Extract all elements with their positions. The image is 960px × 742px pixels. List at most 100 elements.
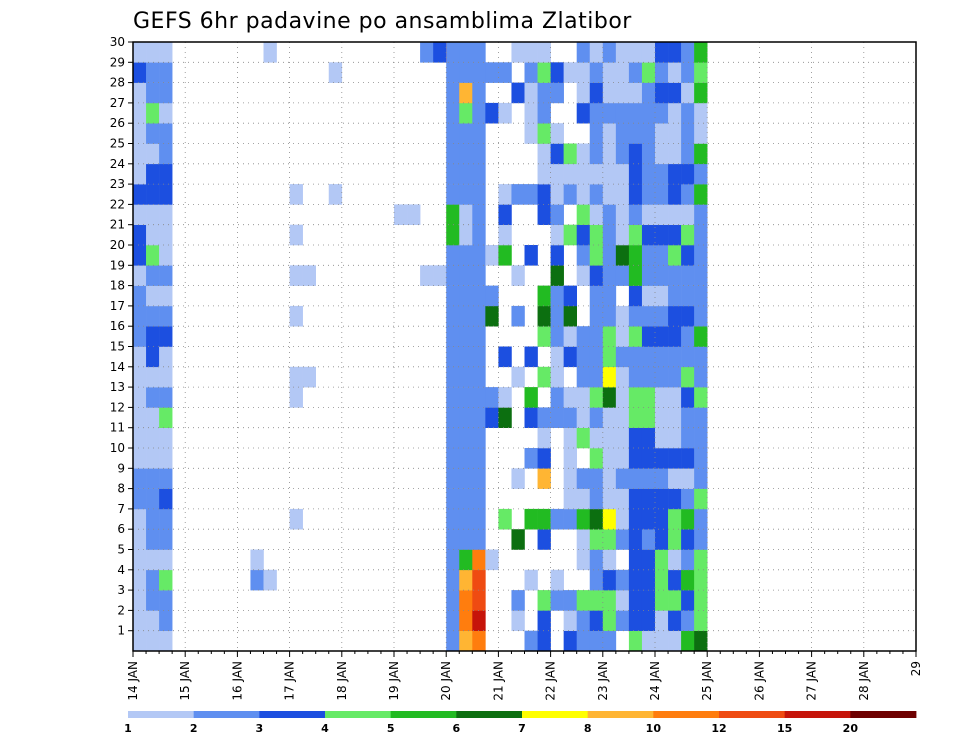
heatmap-cell xyxy=(563,610,577,631)
x-tick-label: 20 JAN xyxy=(439,661,453,701)
heatmap-cell xyxy=(681,204,695,225)
heatmap-cell xyxy=(550,305,564,327)
heatmap-cell xyxy=(133,488,147,510)
plot-frame xyxy=(132,41,917,652)
heatmap-cell xyxy=(681,62,695,83)
heatmap-cell xyxy=(524,346,538,368)
heatmap-cell xyxy=(615,529,630,550)
heatmap-cell xyxy=(641,590,656,611)
y-tick-label: 18 xyxy=(110,279,125,293)
heatmap-cell xyxy=(641,610,656,631)
heatmap-cell xyxy=(472,184,486,205)
heatmap-cell xyxy=(537,590,551,611)
heatmap-cell xyxy=(628,387,643,408)
heatmap-cell xyxy=(668,245,682,266)
heatmap-cell xyxy=(641,488,656,510)
heatmap-cell xyxy=(576,224,591,246)
heatmap-cell xyxy=(537,529,551,550)
heatmap-cell xyxy=(133,204,147,225)
heatmap-cell xyxy=(446,427,460,449)
heatmap-cell xyxy=(537,610,551,631)
heatmap-cell xyxy=(628,529,643,550)
heatmap-cell xyxy=(159,184,173,205)
heatmap-cell xyxy=(563,62,577,83)
heatmap-cell xyxy=(655,488,669,510)
heatmap-cell xyxy=(159,529,173,550)
heatmap-cell xyxy=(655,62,669,83)
colorbar-swatch xyxy=(784,711,851,718)
heatmap-cell xyxy=(472,123,486,144)
heatmap-cell xyxy=(459,590,473,611)
heatmap-cell xyxy=(563,346,577,368)
heatmap-cell xyxy=(446,265,460,286)
heatmap-cell xyxy=(133,590,147,611)
heatmap-cell xyxy=(641,407,656,428)
heatmap-cell xyxy=(615,265,630,286)
heatmap-cell xyxy=(446,42,460,63)
heatmap-cell xyxy=(159,42,173,63)
heatmap-cell xyxy=(615,610,630,631)
heatmap-cell xyxy=(485,102,499,124)
heatmap-cell xyxy=(655,143,669,165)
x-tick-label: 15 JAN xyxy=(178,661,192,701)
heatmap-cell xyxy=(589,549,604,571)
heatmap-cell xyxy=(602,468,617,489)
heatmap-cell xyxy=(694,590,708,611)
heatmap-cell xyxy=(641,82,656,104)
y-tick-label: 19 xyxy=(110,258,125,272)
heatmap-cell xyxy=(668,224,682,246)
heatmap-cell xyxy=(133,123,147,144)
heatmap-cell xyxy=(641,204,656,225)
heatmap-cell xyxy=(159,488,173,510)
heatmap-cell xyxy=(146,569,160,591)
heatmap-cell xyxy=(655,285,669,307)
heatmap-cell xyxy=(668,305,682,327)
heatmap-cell xyxy=(133,163,147,185)
heatmap-cell xyxy=(472,224,486,246)
heatmap-cell xyxy=(159,549,173,571)
heatmap-cell xyxy=(133,42,147,63)
heatmap-cell xyxy=(159,468,173,489)
heatmap-cell xyxy=(446,224,460,246)
heatmap-cell xyxy=(668,123,682,144)
heatmap-cell xyxy=(641,143,656,165)
heatmap-cell xyxy=(472,285,486,307)
heatmap-cell xyxy=(146,224,160,246)
heatmap-cell xyxy=(550,346,564,368)
heatmap-cell xyxy=(694,346,708,368)
heatmap-cell xyxy=(146,366,160,388)
heatmap-cell xyxy=(615,102,630,124)
heatmap-cell xyxy=(550,326,564,347)
heatmap-cell xyxy=(602,224,617,246)
heatmap-cell xyxy=(524,245,538,266)
heatmap-cell xyxy=(641,569,656,591)
heatmap-cell xyxy=(550,590,564,611)
heatmap-cell xyxy=(472,549,486,571)
heatmap-cell xyxy=(146,508,160,530)
heatmap-cell xyxy=(146,407,160,428)
heatmap-cell xyxy=(668,42,682,63)
y-tick-label: 20 xyxy=(110,238,125,252)
heatmap-cell xyxy=(694,305,708,327)
colorbar-label: 8 xyxy=(584,722,592,735)
heatmap-cell xyxy=(589,630,604,652)
heatmap-cell xyxy=(289,184,303,205)
heatmap-cell xyxy=(446,366,460,388)
heatmap-cell xyxy=(537,163,551,185)
heatmap-cell xyxy=(446,102,460,124)
heatmap-cell xyxy=(628,468,643,489)
heatmap-cell xyxy=(550,508,564,530)
heatmap-cell xyxy=(681,488,695,510)
heatmap-cell xyxy=(655,387,669,408)
heatmap-cell xyxy=(694,143,708,165)
grid-lines xyxy=(133,41,916,651)
heatmap-cell xyxy=(472,204,486,225)
heatmap-cell xyxy=(681,366,695,388)
heatmap-cell xyxy=(511,610,525,631)
colorbar-swatch xyxy=(850,711,917,718)
heatmap-cell xyxy=(641,346,656,368)
heatmap-cell xyxy=(550,407,564,428)
heatmap-cell xyxy=(602,102,617,124)
heatmap-cell xyxy=(459,42,473,63)
heatmap-cell xyxy=(681,387,695,408)
